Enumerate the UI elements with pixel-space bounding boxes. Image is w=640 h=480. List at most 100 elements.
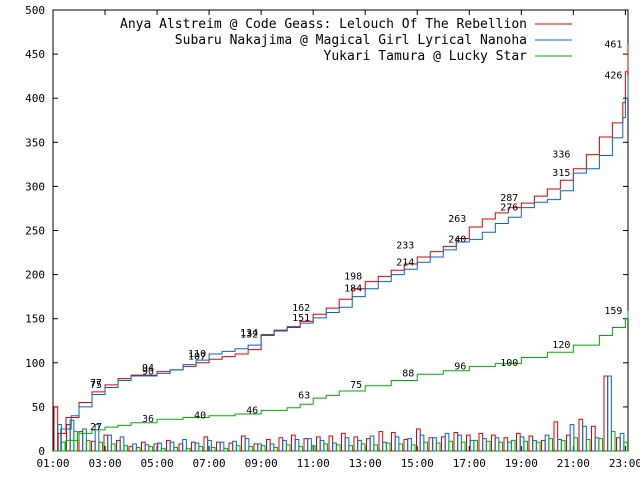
bar — [478, 432, 484, 452]
bar — [482, 438, 487, 452]
bar — [348, 445, 354, 452]
bar — [432, 437, 437, 452]
bar — [523, 440, 529, 452]
bar — [344, 437, 350, 452]
bar — [116, 439, 121, 452]
point-label-layer: 75 94 107 134 162 198 233 263 287 336 461 77 90 110 13… — [90, 39, 622, 433]
bar — [444, 432, 450, 452]
bar — [610, 431, 616, 452]
bar — [394, 436, 400, 452]
x-tick-label: 13:00 — [349, 457, 382, 470]
bar — [135, 446, 141, 452]
data-label: 315 — [552, 168, 570, 179]
bar — [398, 443, 404, 452]
bar — [503, 437, 509, 452]
bar — [298, 446, 304, 452]
data-label: 88 — [402, 368, 414, 379]
bar — [510, 439, 516, 452]
bar — [98, 441, 104, 452]
bar — [123, 445, 129, 452]
x-tick-label: 15:00 — [401, 457, 434, 470]
bar — [528, 435, 534, 452]
bar — [310, 445, 316, 452]
bar — [173, 446, 179, 452]
data-label: 162 — [292, 303, 310, 314]
bar — [160, 447, 166, 452]
data-label: 77 — [90, 378, 102, 389]
bar — [91, 440, 96, 452]
bar — [469, 439, 475, 452]
bar — [82, 428, 87, 452]
data-label: 36 — [142, 414, 154, 425]
bar — [53, 406, 59, 452]
bar — [578, 418, 584, 452]
bar — [369, 435, 375, 452]
data-label: 110 — [188, 349, 206, 360]
y-tick-label: 500 — [25, 4, 45, 17]
bar — [548, 438, 554, 452]
bar — [557, 439, 562, 452]
data-label: 27 — [90, 422, 102, 433]
bar — [403, 439, 409, 452]
bar — [266, 439, 271, 452]
bar — [335, 444, 341, 452]
y-tick-label: 300 — [25, 180, 45, 193]
bar — [357, 439, 362, 452]
bar — [241, 435, 246, 452]
series-line — [53, 310, 629, 452]
legend-label: Yukari Tamura @ Lucky Star — [324, 49, 528, 64]
data-label: 287 — [500, 193, 518, 204]
y-tick-label: 450 — [25, 48, 45, 61]
bar — [619, 432, 625, 452]
bar — [216, 441, 221, 452]
bar — [419, 434, 425, 452]
y-tick-label: 400 — [25, 92, 45, 105]
bar — [278, 437, 284, 452]
bar — [319, 439, 325, 452]
bar — [435, 442, 441, 452]
data-label: 240 — [448, 234, 466, 245]
bar — [473, 439, 479, 452]
data-label: 75 — [90, 380, 102, 391]
bar — [198, 446, 204, 452]
data-label: 94 — [142, 363, 154, 374]
data-label: 107 — [188, 352, 206, 363]
bar — [598, 438, 604, 452]
bar — [132, 443, 137, 452]
bar — [507, 441, 512, 452]
bar — [253, 443, 259, 452]
data-label: 75 — [350, 380, 362, 391]
bar — [144, 444, 150, 452]
y-tick-label: 150 — [25, 313, 45, 326]
bar — [316, 436, 321, 452]
bar — [594, 437, 600, 452]
bar — [307, 438, 312, 452]
legend: Anya Alstreim @ Code Geass: Lelouch Of T… — [120, 17, 572, 64]
bar — [244, 438, 250, 452]
bar — [378, 431, 384, 452]
data-label: 198 — [344, 271, 362, 282]
bar — [110, 443, 116, 452]
bar — [107, 434, 112, 452]
bar — [191, 441, 196, 452]
bar — [591, 425, 596, 452]
bar — [385, 442, 391, 452]
bar — [485, 440, 491, 452]
data-label: 336 — [552, 150, 570, 161]
bar — [128, 446, 134, 452]
bar — [141, 441, 146, 452]
plot-frame — [52, 9, 629, 452]
x-tick-label: 17:00 — [453, 457, 486, 470]
data-label: 159 — [604, 306, 622, 317]
bar — [185, 447, 191, 452]
bar — [232, 440, 237, 452]
bar — [441, 436, 446, 452]
bar — [566, 434, 571, 452]
bar — [544, 434, 550, 452]
bar — [535, 441, 541, 452]
bar — [73, 431, 79, 452]
bar — [573, 437, 579, 452]
bar — [78, 431, 84, 452]
bar — [119, 436, 125, 452]
data-label: 184 — [344, 284, 362, 295]
